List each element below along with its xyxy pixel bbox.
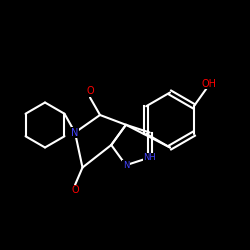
Text: O: O [86,86,94,96]
Text: NH: NH [143,153,156,162]
Text: N: N [71,128,79,138]
Text: O: O [71,185,79,195]
Text: N: N [123,161,129,170]
Text: OH: OH [201,79,216,89]
